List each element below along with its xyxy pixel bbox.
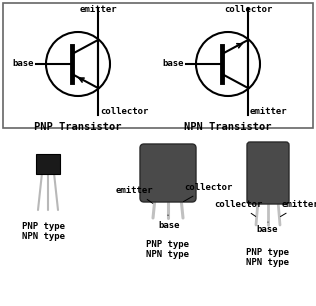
Text: PNP Transistor: PNP Transistor <box>34 122 122 132</box>
Text: collector: collector <box>224 5 272 14</box>
Text: PNP type
NPN type: PNP type NPN type <box>246 248 289 267</box>
FancyBboxPatch shape <box>140 144 196 202</box>
Text: base: base <box>162 59 184 69</box>
Text: base: base <box>13 59 34 69</box>
Text: emitter: emitter <box>250 107 288 117</box>
Text: emitter: emitter <box>280 200 316 217</box>
Text: collector: collector <box>214 200 262 216</box>
FancyBboxPatch shape <box>247 142 289 204</box>
Text: emitter: emitter <box>79 5 117 14</box>
FancyBboxPatch shape <box>36 154 60 174</box>
Text: base: base <box>158 215 179 230</box>
Text: base: base <box>256 222 277 234</box>
Text: PNP type
NPN type: PNP type NPN type <box>146 240 189 259</box>
FancyBboxPatch shape <box>3 3 313 128</box>
Text: collector: collector <box>100 107 149 117</box>
Text: collector: collector <box>183 183 232 202</box>
Text: emitter: emitter <box>116 186 154 203</box>
Text: PNP type
NPN type: PNP type NPN type <box>22 222 65 241</box>
Text: NPN Transistor: NPN Transistor <box>184 122 272 132</box>
